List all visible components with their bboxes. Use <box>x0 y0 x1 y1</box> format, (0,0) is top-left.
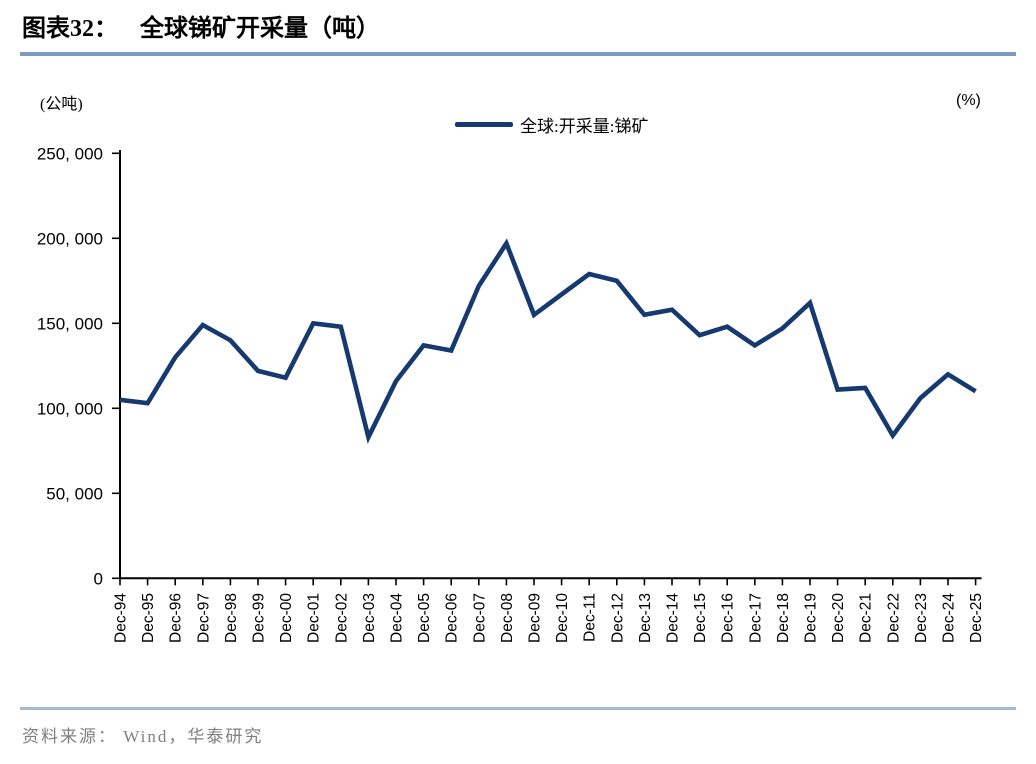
x-tick-label: Dec-00 <box>278 593 295 643</box>
source-note: 资料来源： Wind，华泰研究 <box>22 727 264 746</box>
left-axis-unit-label: (公吨) <box>40 96 83 113</box>
right-axis-unit-label: (%) <box>956 92 981 109</box>
chart-header: 图表32： 全球锑矿开采量（吨） <box>22 8 1016 43</box>
x-tick-label: Dec-21 <box>858 593 875 643</box>
y-tick-label: 250, 000 <box>37 144 103 163</box>
x-tick-label: Dec-04 <box>389 593 406 643</box>
chart-legend: 全球:开采量:锑矿 <box>455 112 648 137</box>
legend-line-swatch <box>455 122 513 127</box>
x-tick-label: Dec-95 <box>140 593 157 643</box>
x-tick-label: Dec-13 <box>637 593 654 643</box>
x-tick-label: Dec-17 <box>747 593 764 643</box>
x-tick-label: Dec-94 <box>113 593 130 643</box>
x-tick-label: Dec-16 <box>720 593 737 643</box>
x-tick-label: Dec-96 <box>168 593 185 643</box>
footer-divider <box>20 707 1016 710</box>
x-tick-label: Dec-22 <box>885 593 902 643</box>
chart-canvas: 0 50, 000 100, 000 150, 000 200, 000 250, 000… <box>37 144 985 643</box>
x-tick-label: Dec-05 <box>416 593 433 643</box>
y-tick-label: 0 <box>94 569 103 588</box>
x-tick-label: Dec-25 <box>968 593 985 643</box>
x-tick-label: Dec-06 <box>444 593 461 643</box>
x-tick-label: Dec-08 <box>499 593 516 643</box>
x-tick-label: Dec-14 <box>665 593 682 643</box>
x-tick-label: Dec-98 <box>223 593 240 643</box>
x-tick-label: Dec-01 <box>306 593 323 643</box>
y-tick-label: 50, 000 <box>46 484 103 503</box>
x-tick-label: Dec-10 <box>554 593 571 643</box>
x-tick-label: Dec-09 <box>527 593 544 643</box>
x-tick-label: Dec-07 <box>471 593 488 643</box>
header-divider <box>20 52 1016 56</box>
y-tick-label: 200, 000 <box>37 229 103 248</box>
x-tick-label: Dec-02 <box>333 593 350 643</box>
y-tick-label: 150, 000 <box>37 314 103 333</box>
x-tick-label: Dec-20 <box>830 593 847 643</box>
x-tick-label: Dec-24 <box>941 593 958 643</box>
x-tick-label: Dec-11 <box>582 593 599 642</box>
y-tick-label: 100, 000 <box>37 399 103 418</box>
x-tick-label: Dec-03 <box>361 593 378 643</box>
x-tick-label: Dec-99 <box>251 593 268 643</box>
legend-series-label: 全球:开采量:锑矿 <box>520 117 649 136</box>
x-tick-label: Dec-18 <box>775 593 792 643</box>
x-tick-label: Dec-12 <box>609 593 626 643</box>
x-tick-label: Dec-15 <box>692 593 709 643</box>
x-tick-label: Dec-23 <box>913 593 930 643</box>
page-title: 图表32： 全球锑矿开采量（吨） <box>22 16 380 42</box>
figure-title: 全球锑矿开采量（吨） <box>140 16 380 42</box>
figure-label: 图表32： <box>22 16 118 42</box>
x-tick-label: Dec-97 <box>195 593 212 643</box>
x-tick-label: Dec-19 <box>803 593 820 643</box>
series-line-antimony-output <box>119 238 977 444</box>
